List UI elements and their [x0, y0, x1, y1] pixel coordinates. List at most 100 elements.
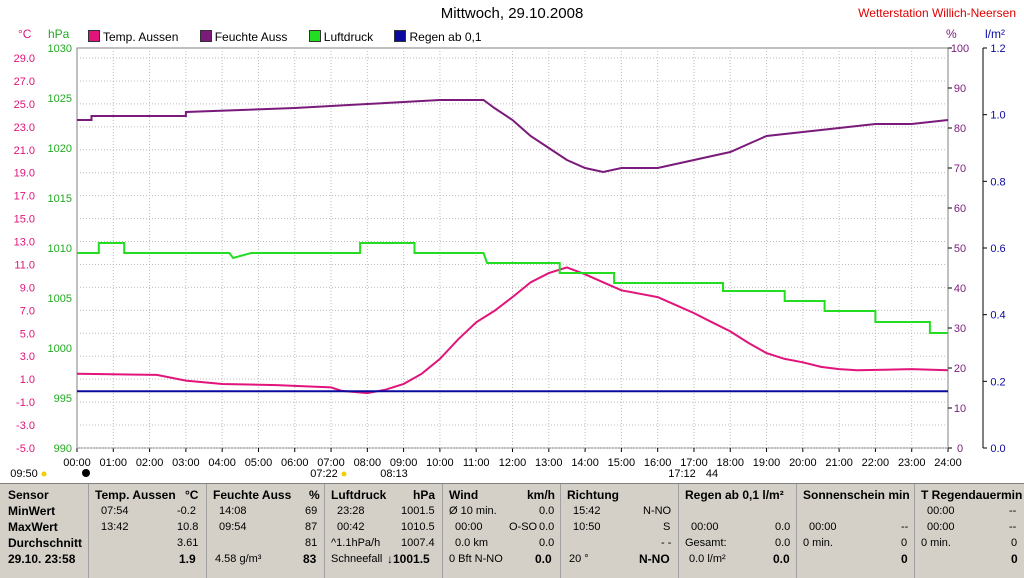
- temp-average: 3.61: [177, 537, 199, 549]
- wind-avg-label: Ø 10 min.: [449, 505, 497, 517]
- x-tick-label: 22:00: [862, 457, 890, 469]
- wind-avg-value: 0.0: [539, 505, 555, 517]
- temp-column: Temp. Aussen °C 07:54 -0.2 13:42 10.8 3.…: [88, 484, 207, 578]
- x-tick-label: 07:00: [317, 457, 345, 469]
- sun-total-value: 0: [901, 537, 908, 549]
- sun-column: Sonnenschein min 00:00 -- 0 min. 0 0: [796, 484, 915, 578]
- wind-distance: 0.0 km: [455, 537, 489, 549]
- wind-max-direction: O-SO: [509, 521, 538, 533]
- x-tick-label: 19:00: [753, 457, 781, 469]
- sun-marker-icon: [41, 471, 47, 477]
- temp-tick-label: 27.0: [14, 76, 35, 88]
- sensor-header: Sensor: [8, 488, 49, 502]
- temp-header: Temp. Aussen: [95, 488, 176, 502]
- humidity-max-value: 87: [305, 521, 318, 533]
- rain-duration-r1-time: 00:00: [927, 505, 955, 517]
- temp-tick-label: 29.0: [14, 53, 35, 65]
- rain-tick-label: 0.0: [990, 443, 1005, 455]
- wind-unit: km/h: [527, 488, 556, 502]
- legend-swatch: [308, 30, 321, 42]
- x-tick-label: 03:00: [172, 457, 200, 469]
- x-tick-label: 00:00: [63, 457, 91, 469]
- pct-tick-label: 100: [951, 43, 969, 55]
- temp-tick-label: 11.0: [14, 259, 35, 271]
- temp-tick-label: 5.0: [20, 328, 35, 340]
- rain-duration-header: T Regendauermin: [921, 488, 1023, 502]
- hpa-tick-label: 1025: [48, 93, 72, 105]
- direction-column: Richtung 15:42 N-NO 10:50 S - - 20 ° N-N…: [560, 484, 679, 578]
- moon-marker-icon: [82, 469, 90, 477]
- humidity-unit: %: [309, 488, 320, 502]
- sun-r2-time: 00:00: [809, 521, 837, 533]
- temp-min-time: 07:54: [101, 505, 129, 517]
- x-tick-label: 24:00: [934, 457, 962, 469]
- page-title: Mittwoch, 29.10.2008: [440, 5, 584, 22]
- legend-item-temp: Temp. Aussen: [88, 30, 178, 44]
- pressure-trend: ^1.1hPa/h: [331, 537, 381, 549]
- unit-rain: l/m²: [985, 27, 1005, 41]
- pct-tick-label: 20: [954, 363, 966, 375]
- temp-tick-label: 15.0: [14, 214, 35, 226]
- humidity-max-time: 09:54: [219, 521, 247, 533]
- pct-tick-label: 70: [954, 163, 966, 175]
- temp-tick-label: -1.0: [16, 397, 35, 409]
- hpa-tick-label: 1030: [48, 43, 72, 55]
- temp-max-value: 10.8: [177, 521, 199, 533]
- x-tick-label: 11:00: [463, 457, 490, 469]
- direction-current: N-NO: [639, 552, 670, 566]
- row-label-min: MinWert: [8, 504, 56, 518]
- direction-header: Richtung: [567, 488, 619, 502]
- rain-tick-label: 0.2: [990, 376, 1005, 388]
- marker-left-time: 09:50: [10, 468, 38, 480]
- pct-tick-label: 80: [954, 123, 966, 135]
- x-tick-label: 15:00: [608, 457, 636, 469]
- x-tick-label: 14:00: [571, 457, 599, 469]
- x-tick-label: 09:00: [390, 457, 418, 469]
- pressure-column: Luftdruck hPa 23:28 1001.5 00:42 1010.5 …: [324, 484, 443, 578]
- sun-total: 0 min.: [803, 537, 833, 549]
- legend-swatch: [199, 30, 212, 42]
- wind-max-value: 0.0: [539, 521, 555, 533]
- x-tick-label: 08:00: [354, 457, 382, 469]
- x-tick-label: 06:00: [281, 457, 309, 469]
- humidity-min-time: 14:08: [219, 505, 247, 517]
- wind-bft: 0 Bft N-NO: [449, 553, 503, 565]
- x-tick-label: 01:00: [100, 457, 128, 469]
- pct-tick-label: 10: [954, 403, 966, 415]
- rain-duration-total-value: 0: [1011, 537, 1018, 549]
- temp-tick-label: -5.0: [16, 443, 35, 455]
- direction-r1-time: 15:42: [573, 505, 601, 517]
- row-label-max: MaxWert: [8, 520, 58, 534]
- rain-duration-column: T Regendauermin 00:00 -- 00:00 -- 0 min.…: [914, 484, 1024, 578]
- hpa-tick-label: 995: [54, 393, 72, 405]
- legend-label: Temp. Aussen: [103, 30, 179, 44]
- hpa-tick-label: 1010: [48, 243, 72, 255]
- x-tick-label: 18:00: [716, 457, 744, 469]
- temp-tick-label: 1.0: [20, 374, 35, 386]
- hpa-tick-label: 1015: [48, 193, 72, 205]
- temp-tick-label: 17.0: [14, 191, 35, 203]
- hpa-tick-label: 1020: [48, 143, 72, 155]
- x-tick-label: 20:00: [789, 457, 817, 469]
- pct-tick-label: 60: [954, 203, 966, 215]
- x-tick-label: 02:00: [136, 457, 164, 469]
- humidity-column: Feuchte Auss % 14:08 69 09:54 87 81 4.58…: [206, 484, 325, 578]
- sun-current: 0: [901, 552, 908, 566]
- x-tick-label: 05:00: [245, 457, 273, 469]
- pressure-max-value: 1010.5: [401, 521, 435, 533]
- humidity-absolute: 4.58 g/m³: [215, 553, 262, 565]
- legend-swatch: [88, 30, 100, 42]
- unit-percent: %: [946, 27, 957, 41]
- rain-total-label: Gesamt:: [685, 537, 727, 549]
- row-label-current: 29.10. 23:58: [8, 552, 76, 566]
- temp-tick-label: 19.0: [14, 168, 35, 180]
- temp-tick-label: 23.0: [14, 122, 35, 134]
- pressure-header: Luftdruck: [331, 488, 387, 502]
- pct-tick-label: 50: [954, 243, 966, 255]
- x-tick-label: 10:00: [426, 457, 454, 469]
- rain-duration-r2-time: 00:00: [927, 521, 955, 533]
- temp-max-time: 13:42: [101, 521, 129, 533]
- pressure-forecast: Schneefall: [331, 553, 383, 565]
- sun-r2-value: --: [901, 521, 909, 533]
- legend: Temp. Aussen Feuchte Auss Luftdruck Rege…: [88, 30, 500, 44]
